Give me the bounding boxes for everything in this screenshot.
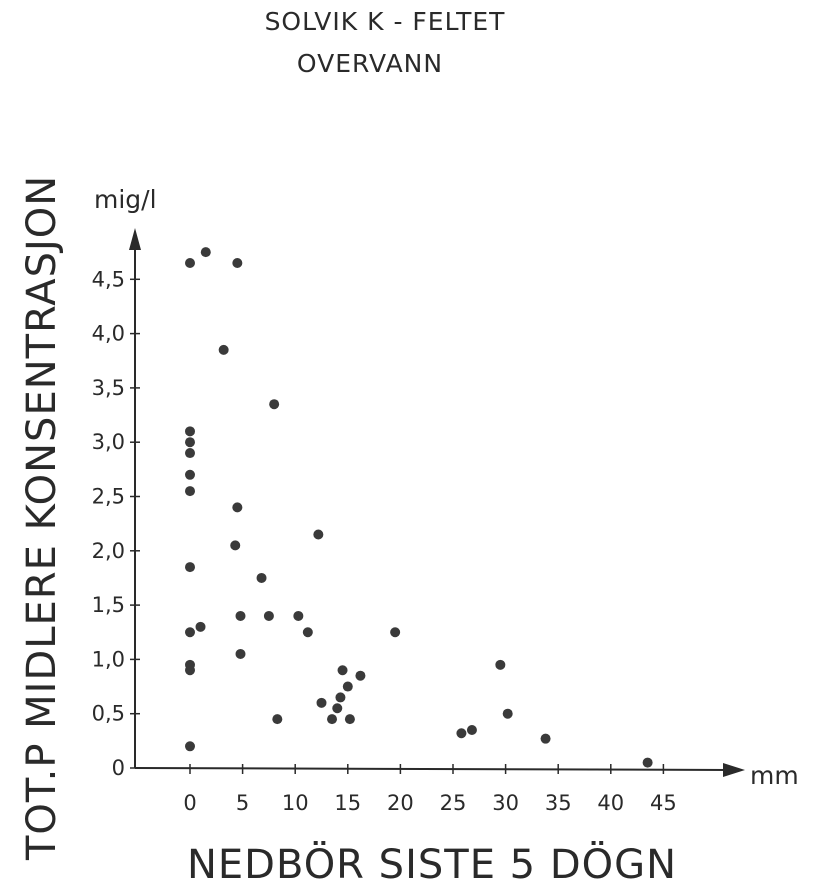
x-tick-label: 30 (492, 791, 519, 815)
data-point (235, 648, 246, 659)
y-axis-unit: mig/l (94, 185, 157, 214)
data-point (355, 670, 366, 681)
y-axis-label: TOT.P MIDLERE KONSENTRASJON (19, 175, 65, 861)
data-point (195, 621, 206, 632)
y-ticks: 0 0,5 1,0 1,5 2,0 2,5 3,0 3,5 4,0 4,5 (92, 267, 140, 780)
x-axis-label: NEDBÖR SISTE 5 DÖGN (187, 840, 677, 888)
y-tick-label: 3,0 (92, 430, 125, 454)
data-point (642, 757, 653, 768)
x-ticks: 0 5 10 15 20 25 30 35 40 45 (183, 764, 677, 815)
data-point (335, 692, 346, 703)
data-point (185, 627, 195, 638)
data-point (185, 469, 195, 480)
data-point (327, 714, 338, 725)
x-tick-label: 20 (387, 791, 414, 815)
y-tick-label: 2,5 (92, 485, 125, 509)
data-point (337, 665, 348, 676)
y-tick-label: 1,0 (92, 647, 125, 671)
x-tick-label: 15 (334, 791, 361, 815)
data-point (293, 610, 304, 621)
y-tick-label: 1,5 (92, 593, 125, 617)
y-tick-label: 0,5 (92, 702, 125, 726)
x-tick-label: 5 (236, 791, 249, 815)
data-points (185, 247, 653, 768)
data-point (235, 610, 246, 621)
data-point (540, 733, 551, 744)
x-tick-label: 35 (545, 791, 572, 815)
y-axis-arrow (129, 228, 141, 250)
data-point (272, 714, 283, 725)
chart-title-line-2: OVERVANN (297, 49, 443, 78)
data-point (344, 714, 355, 725)
x-tick-label: 10 (282, 791, 309, 815)
data-point (313, 529, 324, 540)
x-axis-line (134, 767, 731, 771)
data-point (495, 659, 506, 670)
data-point (466, 724, 477, 735)
axes (129, 228, 745, 777)
x-tick-label: 40 (597, 791, 624, 815)
data-point (302, 627, 313, 638)
data-point (332, 703, 343, 714)
data-point (185, 426, 195, 437)
x-axis-arrow (723, 763, 745, 777)
data-point (342, 681, 353, 692)
chart-title-line-1: SOLVIK K - FELTET (265, 7, 506, 36)
data-point (263, 610, 274, 621)
data-point (232, 502, 243, 513)
data-point (185, 258, 195, 269)
data-point (232, 258, 243, 269)
x-axis-unit: mm (750, 761, 799, 790)
data-point (230, 540, 241, 551)
data-point (185, 665, 195, 676)
y-tick-label: 2,0 (92, 539, 125, 563)
data-point (185, 448, 195, 459)
data-point (185, 562, 195, 573)
data-point (185, 741, 195, 752)
data-point (256, 572, 267, 583)
x-tick-label: 0 (183, 791, 196, 815)
data-point (185, 437, 195, 448)
data-point (200, 247, 211, 258)
x-tick-label: 25 (440, 791, 467, 815)
y-tick-label: 3,5 (92, 376, 125, 400)
data-point (502, 708, 513, 719)
data-point (269, 399, 280, 410)
data-point (456, 728, 467, 739)
x-tick-label: 45 (650, 791, 677, 815)
data-point (185, 486, 195, 497)
data-point (390, 627, 401, 638)
y-tick-label: 4,0 (92, 322, 125, 346)
y-tick-label: 4,5 (92, 267, 125, 291)
data-point (218, 344, 229, 355)
y-tick-label: 0 (112, 756, 125, 780)
data-point (316, 697, 327, 708)
